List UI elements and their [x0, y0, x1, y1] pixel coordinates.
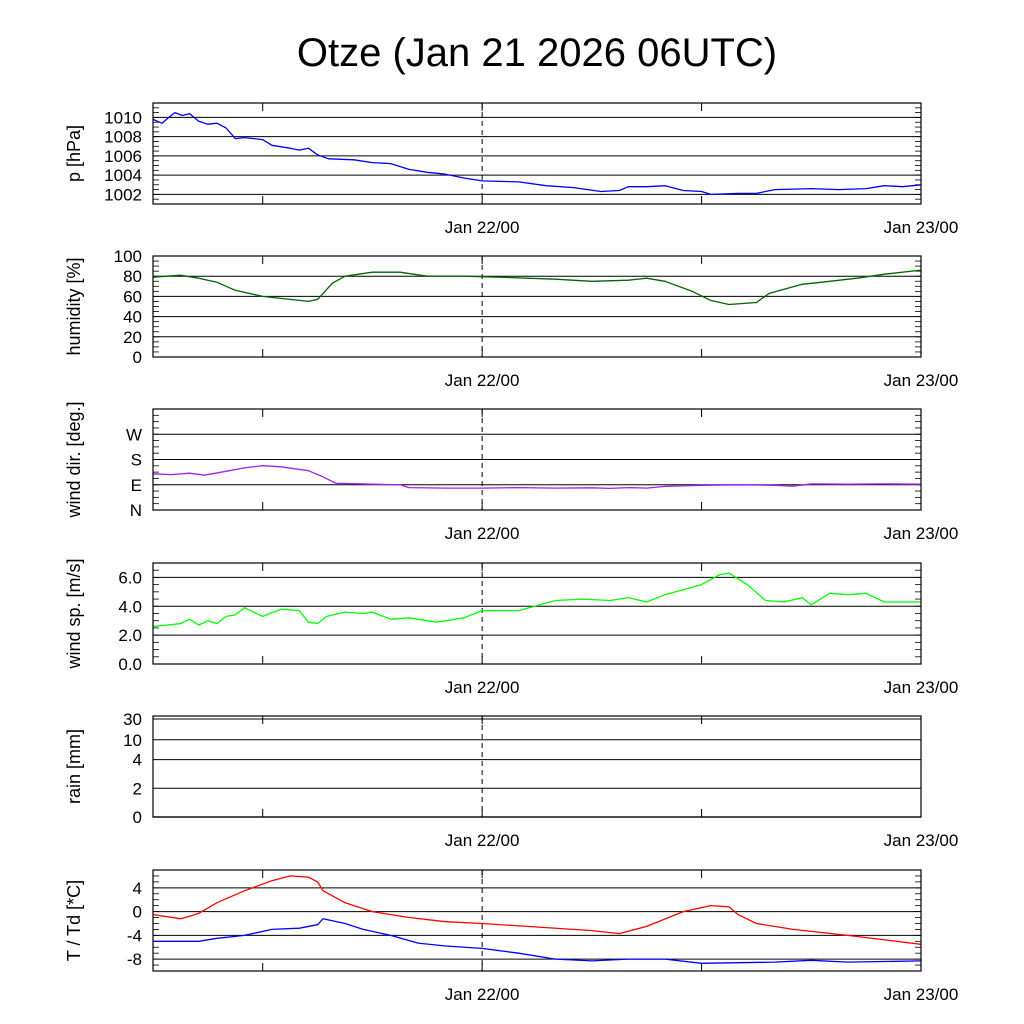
plot-frame — [152, 408, 922, 511]
series-line-t — [152, 875, 922, 945]
y-tick-label: 4.0 — [118, 597, 142, 616]
x-tick-label: Jan 22/00 — [445, 678, 520, 697]
y-tick-label: 1004 — [104, 166, 142, 185]
y-tick-label: 1006 — [104, 147, 142, 166]
y-tick-label: 1002 — [104, 185, 142, 204]
series-line-td — [153, 918, 922, 964]
y-axis-label: wind dir. [deg.] — [64, 401, 84, 518]
series-line-wind-direction — [152, 465, 922, 490]
series-line-wind-speed — [152, 572, 921, 628]
x-tick-label: Jan 23/00 — [884, 678, 959, 697]
series-line-humidity — [152, 269, 922, 306]
y-tick-label: 0 — [133, 903, 142, 922]
x-tick-label: Jan 23/00 — [884, 831, 959, 850]
plot-frame — [152, 255, 922, 358]
y-tick-label: 0 — [133, 348, 142, 367]
panel-rain: 0 2 410 30 rain [mm] Jan 22/00 Jan 23/00 — [64, 710, 958, 850]
y-tick-label: E — [131, 476, 142, 495]
x-tick-label: Jan 22/00 — [445, 831, 520, 850]
plot-frame — [152, 869, 922, 972]
x-tick-label: Jan 23/00 — [884, 371, 959, 390]
y-tick-label: 20 — [123, 328, 142, 347]
x-tick-label: Jan 23/00 — [884, 524, 959, 543]
y-tick-label: 2 — [133, 779, 142, 798]
plot-frame — [152, 102, 922, 205]
series-line-pressure — [152, 111, 922, 196]
x-tick-label: Jan 22/00 — [445, 524, 520, 543]
y-axis-label: wind sp. [m/s] — [64, 558, 84, 669]
panel-wind_speed: 0.0 2.0 4.0 6.0 wind sp. [m/s] Jan 22/00 Jan 2… — [64, 558, 958, 697]
y-tick-label: 10 — [123, 731, 142, 750]
y-axis-label: T / Td [*C] — [64, 880, 84, 961]
x-tick-label: Jan 22/00 — [445, 985, 520, 1004]
plot-frame — [152, 715, 922, 818]
y-tick-label: 40 — [123, 308, 142, 327]
y-tick-label: 1008 — [104, 128, 142, 147]
y-tick-label: 0 — [133, 808, 142, 827]
x-tick-label: Jan 23/00 — [884, 218, 959, 237]
y-tick-label: 4 — [133, 751, 142, 770]
y-tick-label: -8 — [127, 950, 142, 969]
y-tick-label: 2.0 — [118, 626, 142, 645]
y-tick-label: 60 — [123, 287, 142, 306]
plot-frame — [152, 562, 922, 665]
y-tick-label: W — [126, 425, 142, 444]
x-tick-label: Jan 22/00 — [445, 218, 520, 237]
y-tick-label: -4 — [127, 926, 142, 945]
y-tick-label: 0.0 — [118, 655, 142, 674]
y-tick-label: 6.0 — [118, 568, 142, 587]
y-axis-label: p [hPa] — [64, 125, 84, 182]
y-tick-label: 30 — [123, 710, 142, 729]
y-axis-label: humidity [%] — [64, 257, 84, 355]
y-tick-label: 100 — [114, 247, 142, 266]
y-tick-label: 80 — [123, 267, 142, 286]
x-tick-label: Jan 23/00 — [884, 985, 959, 1004]
panel-temperature: -8 -4 0 4 T / Td [*C] Jan 22/00 Jan 23/00 — [64, 869, 959, 1004]
y-tick-label: 1010 — [104, 108, 142, 127]
y-tick-label: N — [130, 501, 142, 520]
chart-title: Otze (Jan 21 2026 06UTC) — [297, 31, 777, 75]
x-tick-label: Jan 22/00 — [445, 371, 520, 390]
y-tick-label: 4 — [133, 879, 142, 898]
y-axis-label: rain [mm] — [64, 729, 84, 804]
y-tick-label: S — [131, 451, 142, 470]
